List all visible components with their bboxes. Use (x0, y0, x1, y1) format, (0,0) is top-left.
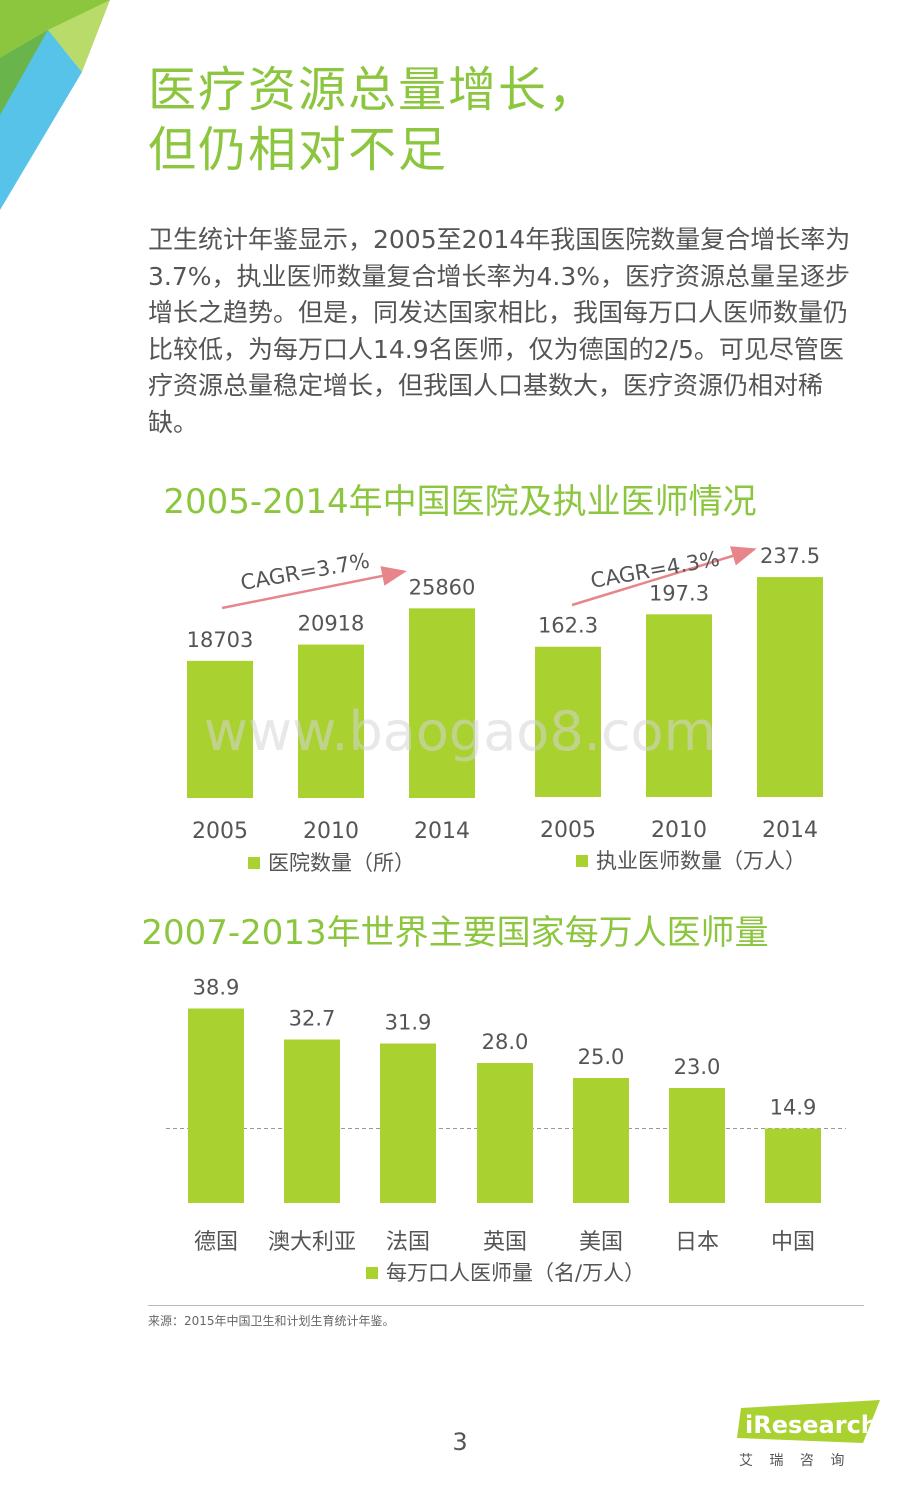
category-label: 美国 (579, 1230, 623, 1255)
bar-法国 (380, 1043, 436, 1203)
bar-2010 (298, 644, 364, 798)
value-label: 31.9 (385, 1011, 432, 1035)
value-label: 14.9 (770, 1096, 817, 1120)
bar-德国 (188, 1008, 244, 1203)
growth-arrow (221, 566, 407, 610)
growth-arrow (571, 546, 757, 607)
value-label: 18703 (187, 628, 254, 652)
value-label: 23.0 (674, 1055, 721, 1079)
watermark: www.baogao8.com (203, 700, 717, 763)
bar-2005 (187, 660, 253, 798)
category-label: 法国 (386, 1230, 430, 1255)
cagr-annotation: CAGR=3.7% (239, 549, 372, 595)
category-label: 2010 (303, 819, 359, 844)
legend-swatch (576, 855, 588, 867)
bar-澳大利亚 (284, 1039, 340, 1203)
value-label: 237.5 (760, 544, 820, 568)
category-label: 日本 (675, 1230, 719, 1255)
category-label: 2010 (651, 818, 707, 843)
page-number: 3 (452, 1428, 468, 1456)
category-label: 2014 (762, 818, 818, 843)
legend-swatch (366, 1267, 378, 1279)
category-label: 2014 (414, 819, 470, 844)
logo-text: iResearch (745, 1411, 878, 1439)
value-label: 28.0 (482, 1030, 529, 1054)
hospital-count-chart: 18703 2005 20918 2010 25860 2014 CAGR=3.7% 医院数量… (187, 549, 476, 875)
legend-label: 每万口人医师量（名/万人） (386, 1261, 645, 1285)
category-label: 德国 (194, 1230, 238, 1255)
value-label: 25.0 (578, 1045, 625, 1069)
logo-subtext: 艾 瑞 咨 询 (739, 1453, 850, 1469)
category-label: 澳大利亚 (268, 1230, 356, 1255)
value-label: 197.3 (649, 581, 709, 605)
page-title-line1: 医疗资源总量增长， (148, 62, 599, 118)
value-label: 25860 (409, 575, 476, 599)
category-label: 2005 (540, 818, 596, 843)
bar-2005 (535, 646, 601, 797)
page-title-line2: 但仍相对不足 (148, 122, 449, 178)
bar-日本 (669, 1088, 725, 1203)
value-label: 38.9 (193, 976, 240, 1000)
iresearch-logo: iResearch 艾 瑞 咨 询 (737, 1400, 880, 1469)
bar-美国 (573, 1078, 629, 1203)
category-label: 英国 (483, 1230, 527, 1255)
hospital-doctor-chart: 18703 2005 20918 2010 25860 2014 CAGR=3.7% 医院数量… (187, 544, 823, 875)
legend-label: 执业医师数量（万人） (596, 849, 806, 873)
corner-decoration (0, 0, 110, 210)
legend-label: 医院数量（所） (268, 851, 415, 875)
value-label: 20918 (298, 612, 365, 636)
source-note: 来源：2015年中国卫生和计划生育统计年鉴。 (148, 1314, 395, 1328)
bar-2010 (646, 614, 712, 797)
doctor-count-chart: 162.32005197.32010237.52014CAGR=4.3%执业医师… (535, 544, 823, 873)
section2-title: 2007-2013年世界主要国家每万人医师量 (141, 913, 769, 953)
bar-2014 (409, 608, 475, 798)
section1-title: 2005-2014年中国医院及执业医师情况 (163, 482, 757, 522)
doctors-per-10k-chart: 38.9 德国 32.7 澳大利亚 31.9 法国 28.0 英国 25.0 美国 23.0 日本 14… (166, 976, 846, 1285)
page-title: 医疗资源总量增长， 但仍相对不足 (148, 60, 598, 180)
bar-2014 (757, 577, 823, 797)
value-label: 162.3 (538, 614, 598, 638)
value-label: 32.7 (289, 1007, 336, 1031)
legend-swatch (248, 857, 260, 869)
country-doctor-chart: 38.9 德国 32.7 澳大利亚 31.9 法国 28.0 英国 25.0 美国 23.0 日本 14… (166, 976, 846, 1285)
bar-中国 (765, 1128, 821, 1203)
category-label: 2005 (192, 819, 248, 844)
bar-英国 (477, 1063, 533, 1203)
intro-paragraph: 卫生统计年鉴显示，2005至2014年我国医院数量复合增长率为3.7%，执业医师… (148, 225, 851, 437)
source-divider (148, 1305, 864, 1306)
category-label: 中国 (771, 1230, 815, 1255)
